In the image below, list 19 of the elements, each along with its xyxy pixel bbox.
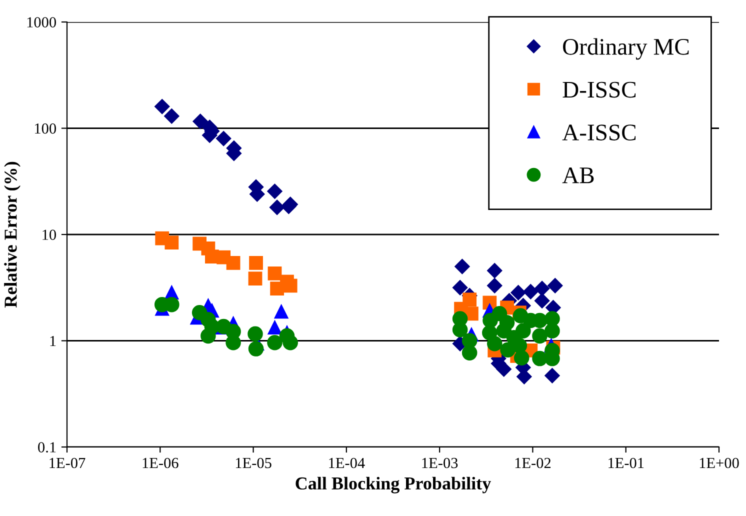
x-axis-title: Call Blocking Probability [296,476,491,494]
y-tick-label: 1000 [27,17,56,28]
x-tick-label: 1E-04 [329,458,365,468]
y-tick-label: 0.1 [38,442,56,453]
legend-label: A-ISSC [562,124,636,140]
x-tick-label: 1E-02 [515,458,551,468]
legend-label: AB [562,167,594,184]
legend-label: Ordinary MC [563,38,689,60]
y-tick-label: 10 [42,230,56,240]
x-tick-label: 1E-06 [142,458,178,468]
y-axis-title: Relative Error (%) [4,162,20,308]
x-tick-label: 1E-07 [50,458,86,468]
legend-label: D-ISSC [562,82,636,98]
x-tick-label: 1E-03 [422,458,458,468]
x-tick-label: 1E-01 [608,458,644,468]
x-tick-label: 1E+00 [700,458,739,468]
x-tick-label: 1E-05 [236,458,272,468]
y-tick-label: 1 [50,336,56,346]
y-tick-label: 100 [35,123,56,134]
